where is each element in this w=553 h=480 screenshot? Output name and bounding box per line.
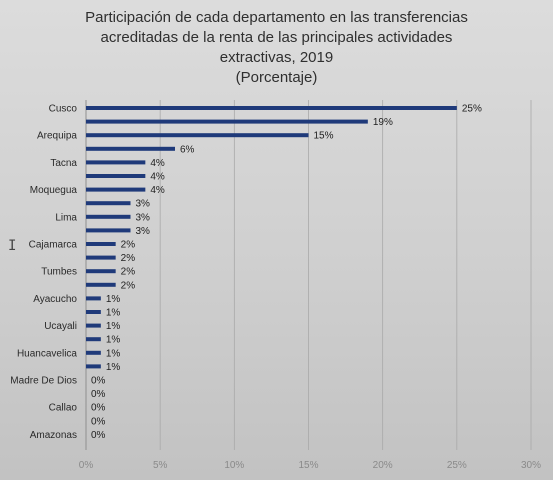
x-tick-label: 5% xyxy=(153,460,168,471)
data-label: 1% xyxy=(106,348,121,359)
bar xyxy=(86,187,146,192)
data-label: 6% xyxy=(180,144,195,155)
category-label: Moquegua xyxy=(30,185,78,196)
category-label: Amazonas xyxy=(30,430,77,441)
data-label: 25% xyxy=(462,104,482,115)
bar xyxy=(86,146,175,151)
data-label: 19% xyxy=(373,117,393,128)
bar xyxy=(86,201,131,206)
data-label: 1% xyxy=(106,308,121,319)
chart-subtitle: (Porcentaje) xyxy=(235,69,318,86)
bar xyxy=(86,310,101,314)
data-label: 1% xyxy=(106,335,121,346)
category-label: Ayacucho xyxy=(33,294,77,305)
bar xyxy=(86,255,116,260)
bar xyxy=(86,323,101,328)
data-label: 2% xyxy=(121,253,136,264)
data-label: 3% xyxy=(136,199,151,210)
data-label: 0% xyxy=(91,389,106,400)
category-label: Lima xyxy=(55,212,77,223)
data-label: 2% xyxy=(121,240,136,251)
data-label: 0% xyxy=(91,403,106,414)
category-label: Arequipa xyxy=(37,131,77,142)
bar xyxy=(86,242,116,246)
x-tick-label: 25% xyxy=(447,460,467,471)
data-label: 0% xyxy=(91,376,106,387)
data-label: 1% xyxy=(106,321,121,332)
bar xyxy=(86,269,116,274)
category-label: Cusco xyxy=(49,104,78,115)
bar xyxy=(86,174,146,178)
category-label: Madre De Dios xyxy=(10,376,77,387)
data-label: 4% xyxy=(150,172,165,183)
data-label: 0% xyxy=(91,416,106,427)
chart-title-line-3: extractivas, 2019 xyxy=(219,49,334,66)
data-label: 0% xyxy=(91,430,106,441)
data-label: 4% xyxy=(150,185,165,196)
data-label: 15% xyxy=(314,131,334,142)
category-label: Ucayali xyxy=(44,321,77,332)
category-label: Cajamarca xyxy=(29,240,78,251)
bar xyxy=(86,228,131,233)
bar xyxy=(86,350,101,355)
bar xyxy=(86,337,101,342)
x-tick-label: 15% xyxy=(298,460,318,471)
x-tick-label: 10% xyxy=(224,460,244,471)
bar xyxy=(86,160,146,165)
bar xyxy=(86,364,101,369)
data-label: 3% xyxy=(136,212,151,223)
chart-title-line-1: Participación de cada departamento en la… xyxy=(85,9,468,26)
bar xyxy=(86,214,131,219)
bar xyxy=(86,119,368,124)
bar xyxy=(86,282,116,287)
bar xyxy=(86,133,309,138)
category-label: Tumbes xyxy=(41,267,77,278)
text-cursor-icon: I xyxy=(8,238,17,254)
data-label: 2% xyxy=(121,267,136,278)
category-label: Tacna xyxy=(50,158,77,169)
chart-title-line-2: acreditadas de la renta de las principal… xyxy=(100,29,453,46)
bar xyxy=(86,106,457,110)
x-tick-label: 0% xyxy=(79,460,94,471)
data-label: 1% xyxy=(106,294,121,305)
data-label: 3% xyxy=(136,226,151,237)
x-tick-label: 20% xyxy=(373,460,393,471)
bar xyxy=(86,296,101,301)
data-label: 1% xyxy=(106,362,121,373)
data-label: 4% xyxy=(150,158,165,169)
x-tick-label: 30% xyxy=(521,460,541,471)
category-label: Callao xyxy=(49,403,78,414)
category-label: Huancavelica xyxy=(17,348,77,359)
data-label: 2% xyxy=(121,280,136,291)
